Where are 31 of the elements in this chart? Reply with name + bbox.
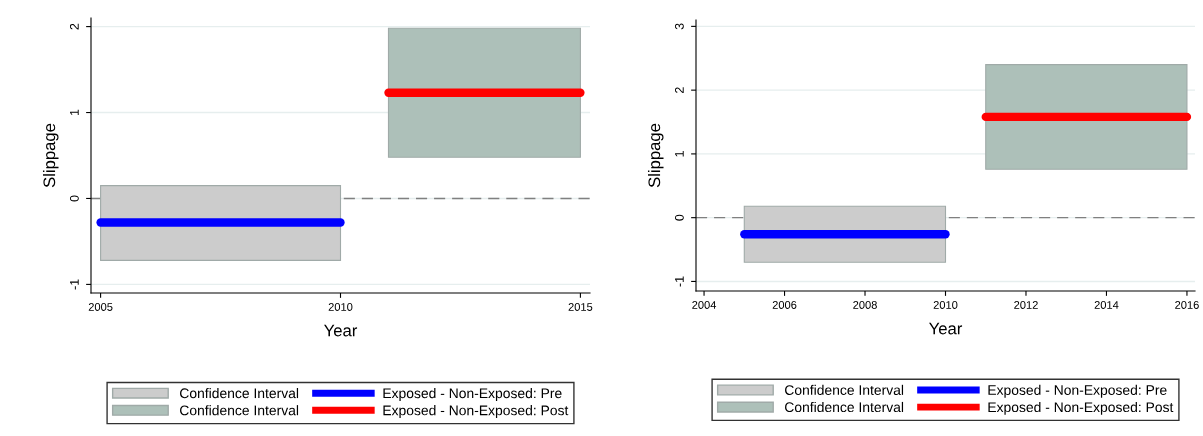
x-tick-label: 2006	[772, 301, 797, 309]
y-tick-label: 1	[70, 109, 79, 116]
x-tick-label: 2008	[853, 301, 877, 309]
legend-label: Confidence Interval	[180, 388, 299, 399]
y-tick-label: 0	[674, 214, 684, 221]
x-tick-label: 2014	[1094, 301, 1119, 309]
legend-label: Confidence Interval	[785, 384, 904, 395]
x-tick-label: 2004	[692, 301, 717, 309]
x-tick-label: 2005	[88, 303, 113, 311]
y-axis-title: Slippage	[42, 123, 59, 188]
x-tick-label: 2015	[568, 303, 593, 311]
y-tick-label: 2	[69, 23, 79, 30]
y-tick-label: 2	[674, 87, 684, 93]
legend-label: Exposed - Non-Exposed: Post	[383, 405, 569, 419]
x-tick-label: 2010	[328, 303, 353, 311]
x-axis-title: Year	[929, 322, 963, 335]
x-tick-label: 2010	[933, 301, 958, 309]
y-tick-label: -1	[675, 276, 684, 287]
legend-label: Confidence Interval	[785, 401, 904, 413]
legend-label: Exposed - Non-Exposed: Pre	[988, 384, 1167, 398]
y-tick-label: 1	[675, 151, 684, 157]
legend-label: Exposed - Non-Exposed: Post	[988, 401, 1174, 415]
y-tick-label: 3	[674, 23, 684, 30]
y-tick-label: 0	[69, 195, 79, 202]
legend-label: Exposed - Non-Exposed: Pre	[383, 388, 562, 401]
y-axis-title: Slippage	[647, 123, 664, 188]
legend-label: Confidence Interval	[180, 405, 299, 416]
x-tick-label: 2012	[1014, 301, 1038, 309]
x-axis-title: Year	[324, 324, 358, 337]
y-tick-label: -1	[70, 279, 79, 290]
x-tick-label: 2016	[1175, 301, 1199, 309]
